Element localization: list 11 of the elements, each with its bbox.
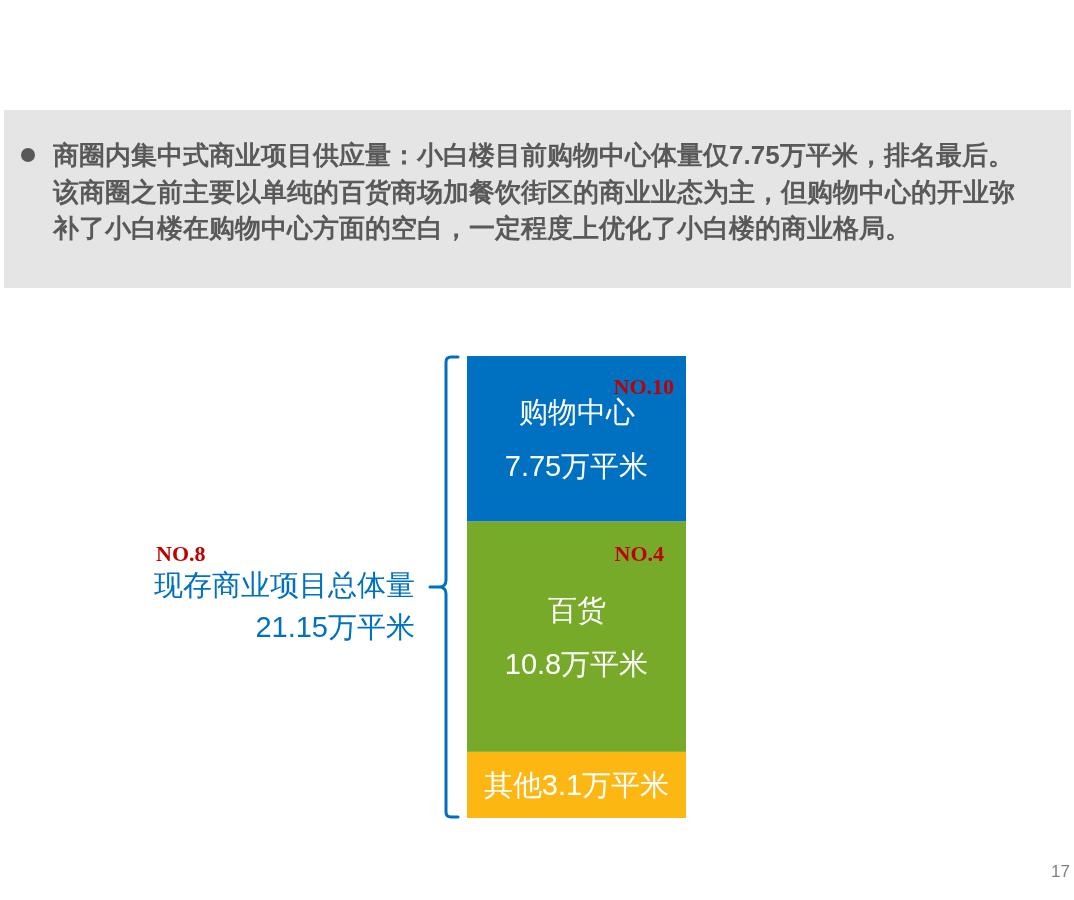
text: 17 (1051, 862, 1070, 881)
data-label: 10.8万平米 (504, 647, 649, 680)
text: 现存商业项目总体量 (154, 569, 415, 601)
chart-title: 商圈内集中式商业项目供应量：小白楼目前购物中心体量仅7.75万平米，排名最后。该商圈之前主要以单纯的百货商场加餐饮街区的商业业态为主，但购物中心的开业弥补了小白楼在购物中心方面的空白，一定程度上优化了小白楼的商业格局。 (53, 139, 1016, 245)
data-label: 7.75万平米 (504, 449, 649, 482)
series-label: 购物中心 (518, 395, 635, 428)
series-label: 百货 (547, 593, 606, 626)
annotation: NO.4 (614, 541, 664, 567)
text: NO.8 (156, 541, 206, 566)
text: 21.15万平米 (255, 611, 415, 643)
text: 其他3.1万平米 (483, 768, 670, 801)
